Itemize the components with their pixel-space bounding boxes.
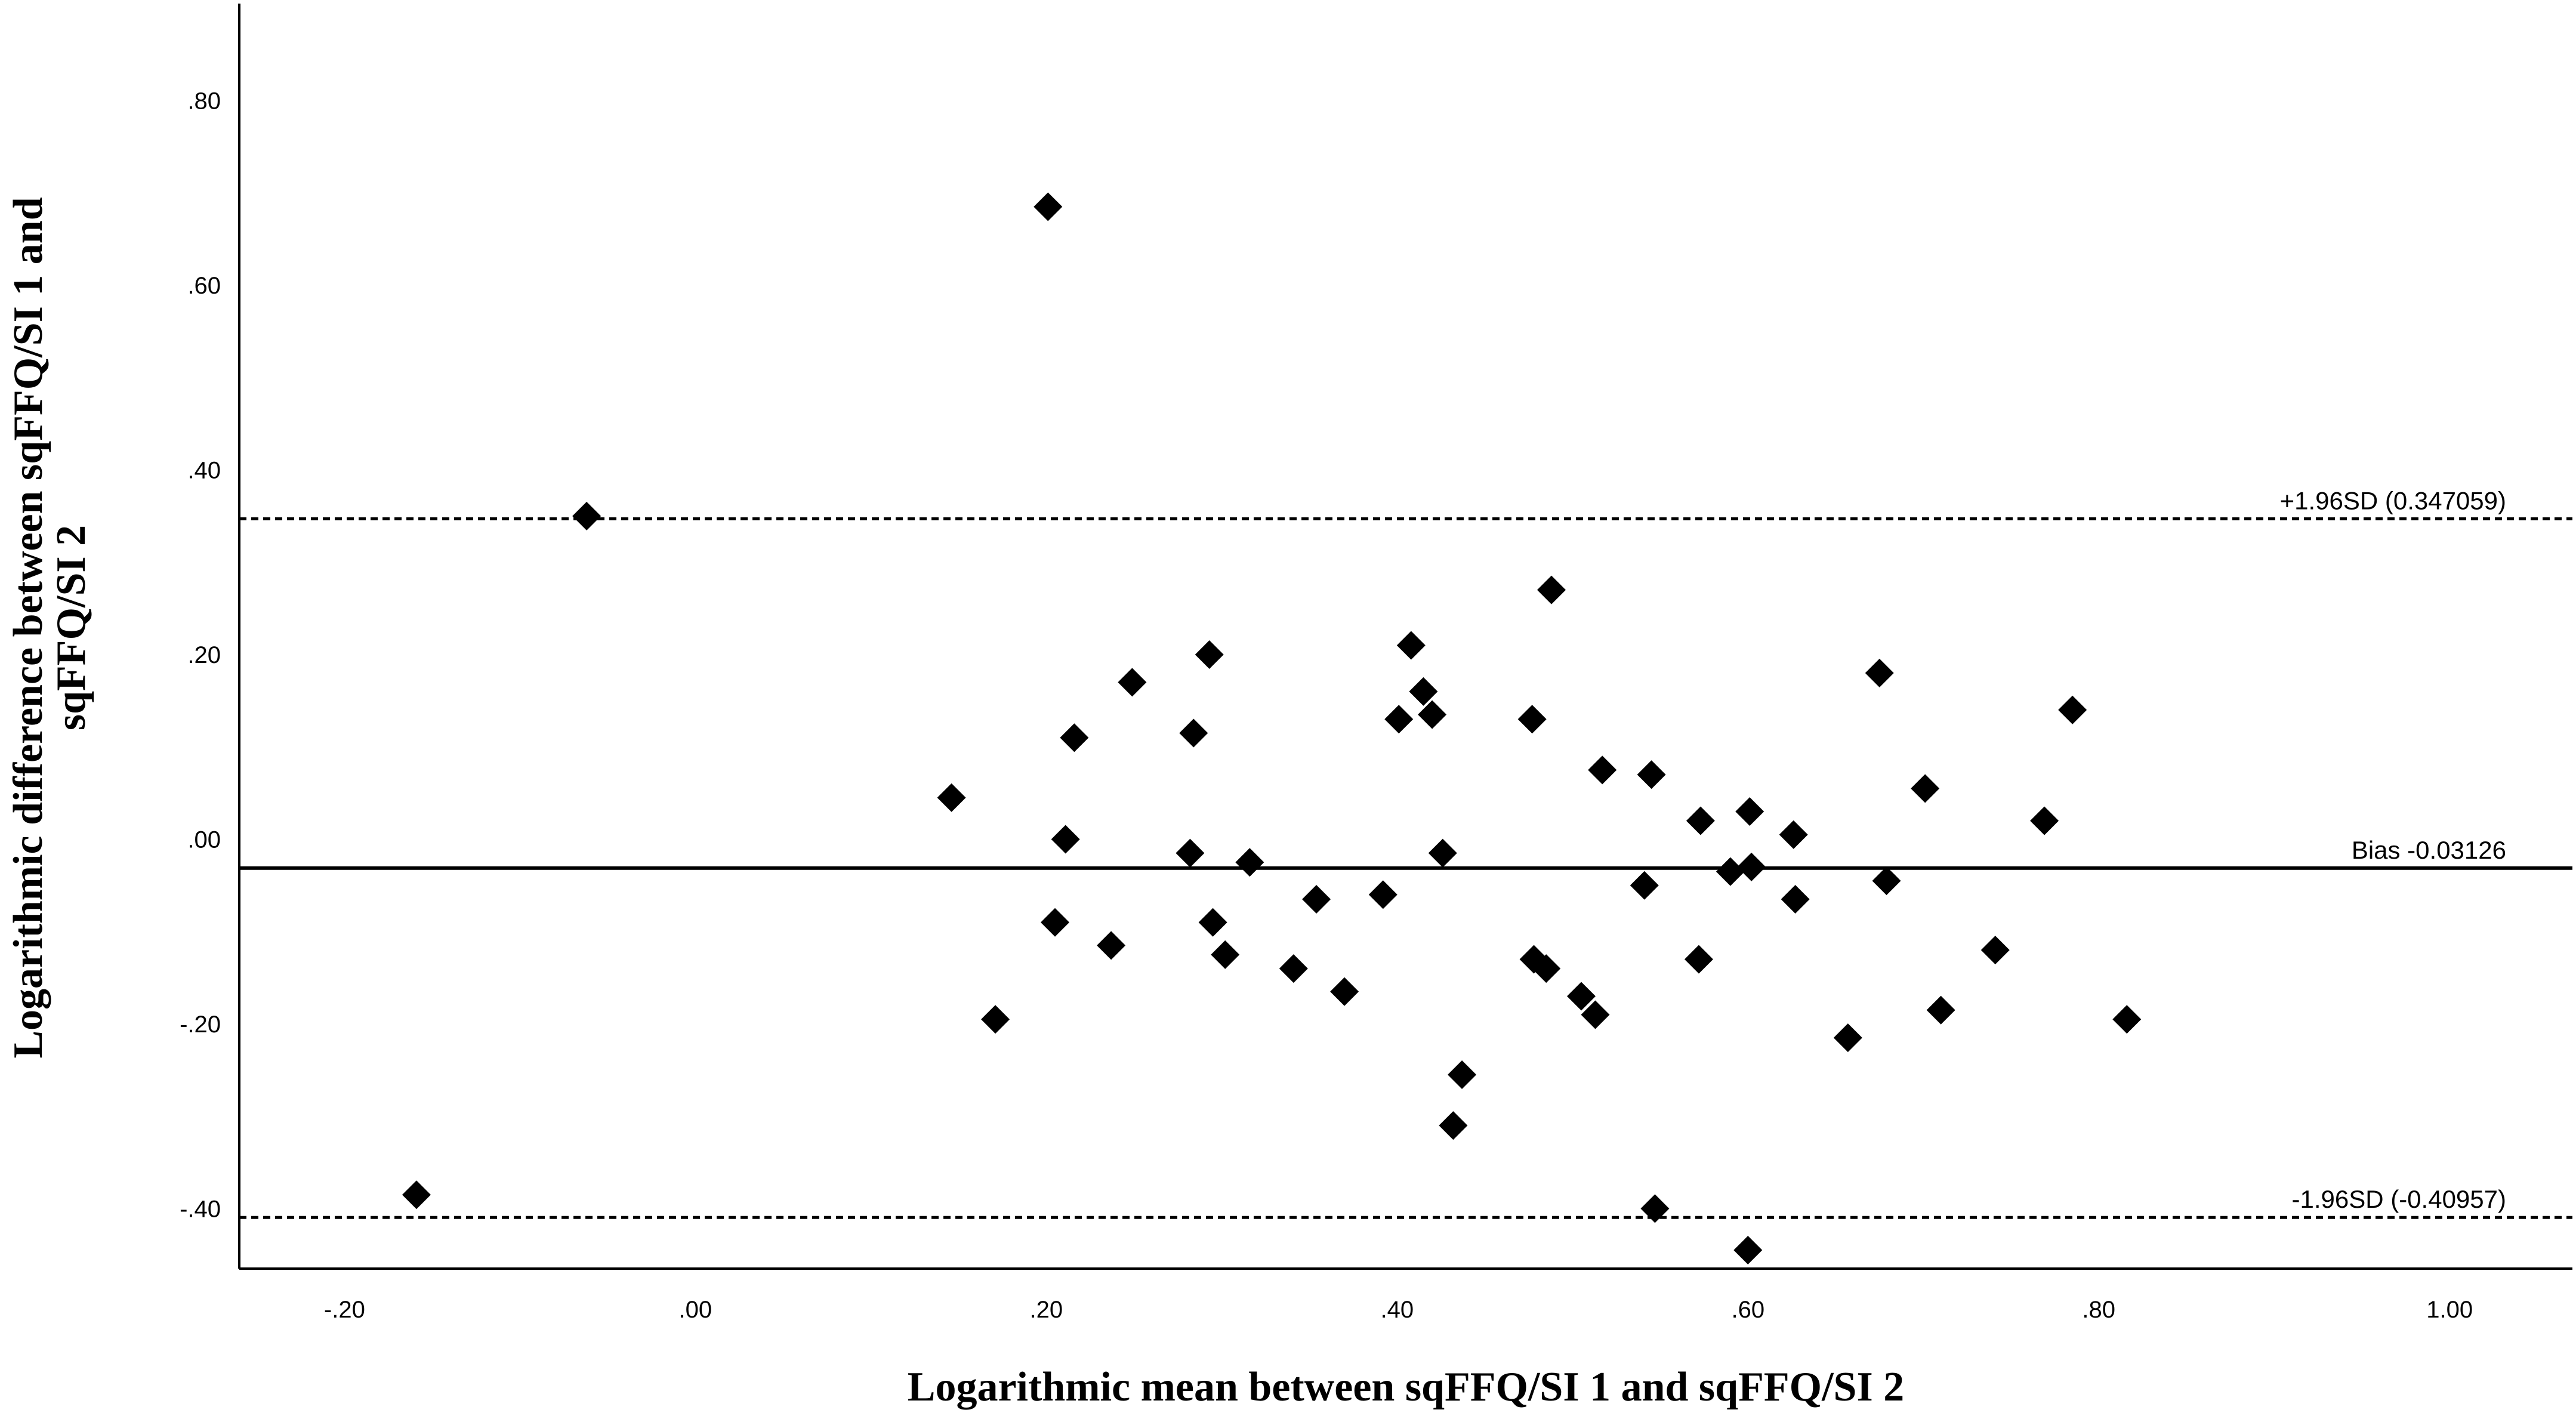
data-point <box>937 783 966 812</box>
data-point <box>1279 954 1308 983</box>
data-point <box>1566 982 1596 1011</box>
data-point <box>1302 885 1331 914</box>
data-point <box>1211 940 1240 969</box>
y-tick-label: .20 <box>187 642 221 668</box>
y-tick-label: .60 <box>187 273 221 299</box>
data-point <box>1926 995 1955 1025</box>
data-point <box>1911 774 1940 803</box>
data-point <box>1872 866 1901 896</box>
data-point <box>1781 885 1810 914</box>
data-point <box>1041 908 1070 937</box>
data-point <box>1330 977 1359 1006</box>
data-point <box>1097 931 1126 960</box>
data-point <box>1833 1023 1862 1053</box>
data-point <box>1448 1060 1477 1090</box>
data-point <box>1865 658 1894 687</box>
x-tick-label: .00 <box>679 1297 712 1323</box>
data-point <box>1176 838 1205 868</box>
data-point <box>1396 631 1426 660</box>
upper-limit-label: +1.96SD (0.347059) <box>2280 486 2506 514</box>
y-tick-label: .00 <box>187 826 221 853</box>
data-point <box>1588 755 1617 785</box>
data-point <box>1737 852 1766 881</box>
y-tick-label: -.20 <box>180 1011 221 1038</box>
y-axis-title-line-1: Logarithmic difference between sqFFQ/SI … <box>5 197 51 1058</box>
data-point <box>1439 1111 1468 1140</box>
data-point <box>1368 880 1397 909</box>
data-point <box>981 1005 1010 1034</box>
data-point <box>1640 1194 1670 1223</box>
x-tick-label: 1.00 <box>2426 1297 2473 1323</box>
data-point <box>1517 705 1547 734</box>
lower-limit-label: -1.96SD (-0.40957) <box>2291 1185 2506 1213</box>
y-axis-title-line-2: sqFFQ/SI 2 <box>48 525 94 730</box>
x-axis-title: Logarithmic mean between sqFFQ/SI 1 and … <box>908 1364 1904 1410</box>
data-point <box>1051 825 1080 854</box>
data-point <box>1034 192 1063 221</box>
data-point <box>1235 848 1264 877</box>
data-point <box>402 1180 431 1210</box>
data-point <box>1198 908 1227 937</box>
y-tick-label: -.40 <box>180 1196 221 1222</box>
data-point <box>1179 718 1208 748</box>
data-point <box>1733 1236 1763 1265</box>
data-point <box>1060 723 1089 752</box>
y-axis-title: Logarithmic difference between sqFFQ/SI … <box>5 197 94 1058</box>
x-tick-label: .40 <box>1380 1297 1414 1323</box>
tick-labels: -.20 .00 .20 .40 .60 .80 1.00 -.40 -.20 .00 .20 .40… <box>180 88 2473 1323</box>
data-point <box>1409 677 1438 706</box>
data-point <box>1532 954 1561 983</box>
axes <box>238 4 2572 1270</box>
data-point <box>1581 1000 1610 1029</box>
data-point <box>1384 705 1414 734</box>
data-point <box>1537 575 1566 604</box>
data-points <box>402 192 2142 1265</box>
data-point <box>1118 668 1147 697</box>
data-point <box>1637 760 1666 789</box>
data-point <box>1418 700 1447 729</box>
data-point <box>2058 695 2087 724</box>
data-point <box>1428 838 1457 868</box>
data-point <box>1980 936 2010 965</box>
bias-label: Bias -0.03126 <box>2352 836 2506 864</box>
data-point <box>1716 857 1745 886</box>
data-point <box>1779 820 1808 849</box>
data-point <box>1735 797 1764 826</box>
y-tick-label: .40 <box>187 457 221 483</box>
data-point <box>1686 806 1715 835</box>
y-tick-label: .80 <box>187 88 221 114</box>
x-tick-label: .60 <box>1731 1297 1764 1323</box>
x-tick-label: .80 <box>2082 1297 2115 1323</box>
data-point <box>1684 945 1713 974</box>
data-point <box>2112 1005 2142 1034</box>
data-point <box>1630 871 1659 900</box>
x-tick-label: .20 <box>1030 1297 1063 1323</box>
data-point <box>572 501 601 530</box>
x-tick-label: -.20 <box>324 1297 365 1323</box>
data-point <box>2030 806 2059 835</box>
reference-lines: +1.96SD (0.347059) Bias -0.03126 -1.96SD (… <box>239 486 2572 1219</box>
data-point <box>1195 640 1224 669</box>
